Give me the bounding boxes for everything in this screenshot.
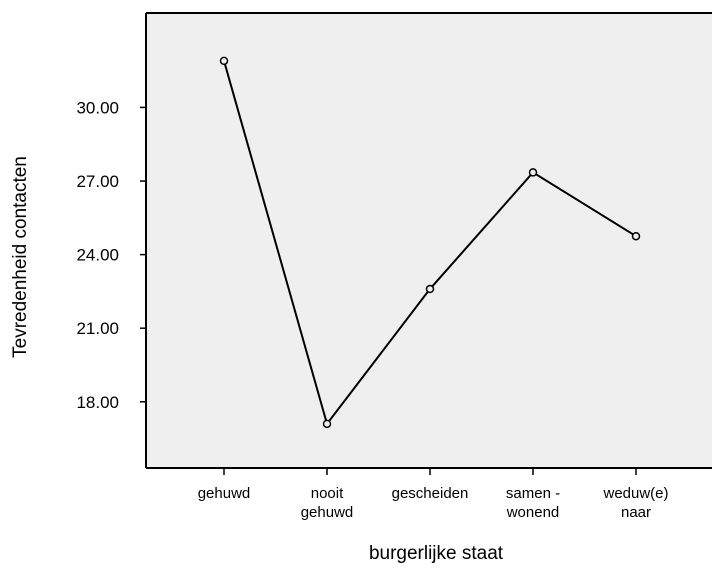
y-axis-ticks: 18.00 21.00 24.00 27.00 30.00 [76, 98, 146, 412]
x-tick-label: gescheiden [392, 485, 469, 502]
x-tick-label: weduw(e) naar [602, 485, 668, 521]
x-tick-label: samen -wonend [506, 485, 560, 521]
x-tick-label: nooit gehuwd [301, 485, 354, 521]
y-axis-title: Tevredenheid contacten [10, 156, 31, 358]
data-point [322, 419, 332, 429]
data-point [631, 231, 641, 241]
data-point [219, 56, 229, 66]
data-point [425, 284, 435, 294]
y-tick-label: 24.00 [76, 246, 119, 265]
axes [145, 12, 712, 469]
data-point [528, 168, 538, 177]
plot-area [146, 13, 712, 468]
y-tick-label: 21.00 [76, 319, 119, 338]
series-group [219, 56, 641, 429]
y-tick-label: 18.00 [76, 393, 119, 412]
y-tick-label: 30.00 [76, 98, 119, 117]
y-tick-label: 27.00 [76, 172, 119, 191]
x-axis-title: burgerlijke staat [369, 543, 504, 564]
x-tick-label: gehuwd [198, 485, 251, 502]
x-axis-ticks: gehuwd nooit gehuwd gescheiden samen -wonend… [198, 468, 669, 521]
